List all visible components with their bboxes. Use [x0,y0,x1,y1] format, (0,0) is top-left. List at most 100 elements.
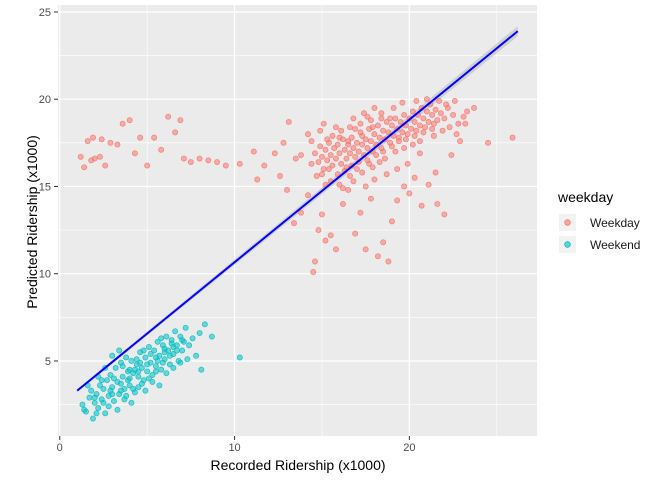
point-weekday [90,134,96,141]
point-weekday [280,139,287,146]
point-weekday [388,143,395,150]
point-weekend [166,352,173,359]
point-weekday [319,153,325,160]
point-weekday [324,136,331,143]
point-weekday [376,134,383,141]
point-weekend [128,358,135,364]
point-weekday [131,150,138,157]
point-weekday [355,148,362,155]
point-weekend [86,394,93,401]
point-weekday [352,153,359,160]
point-weekday [364,113,371,120]
point-weekday [333,124,339,131]
legend-swatch-weekend [564,241,571,248]
point-weekend [137,359,144,366]
point-weekend [93,410,100,417]
point-weekday [401,183,408,190]
point-weekday [277,173,283,179]
point-weekday [448,152,455,159]
point-weekend [116,347,123,354]
grid-lines [58,5,537,436]
point-weekday [322,146,329,153]
point-weekday [439,127,446,134]
point-weekday [371,104,378,111]
legend-label-weekday: Weekday [590,216,640,230]
point-weekday [380,127,387,134]
point-weekday [434,117,441,124]
point-weekend [179,337,186,343]
point-weekday [151,134,158,141]
point-weekday [250,148,257,155]
point-weekday [317,127,324,134]
point-weekday [350,178,357,185]
point-weekday [394,197,401,204]
point-weekend [201,321,208,328]
point-weekend [145,344,152,350]
point-weekday [359,132,366,139]
point-weekday [451,98,458,104]
point-weekday [320,166,327,172]
point-weekend [154,338,161,345]
point-weekday [336,150,343,157]
point-weekday [357,209,364,216]
point-weekend [158,335,165,342]
point-weekend [149,371,156,378]
point-weekend [109,391,116,398]
point-weekday [345,138,352,145]
point-weekday [376,159,383,165]
point-weekday [429,125,436,132]
point-weekday [102,162,109,169]
point-weekday [317,143,324,150]
point-weekend [126,382,133,389]
point-weekday [388,218,395,225]
point-weekday [341,146,348,153]
point-weekday [97,153,103,160]
point-weekday [404,131,411,138]
axis-ticks [54,11,410,440]
point-weekend [107,371,114,378]
point-weekday [91,155,98,162]
point-weekday [436,98,443,104]
point-weekend [95,405,102,412]
point-weekday [397,118,404,125]
point-weekend [79,401,86,408]
point-weekday [340,200,346,207]
point-weekday [180,155,187,162]
legend-title: weekday [557,189,613,205]
point-weekday [392,115,399,122]
point-weekday [284,187,290,193]
point-weekday [343,155,350,162]
point-weekday [444,104,451,111]
point-weekend [236,354,243,361]
point-weekday [327,152,334,159]
point-weekday [404,160,411,167]
point-weekday [422,124,429,131]
point-weekend [117,387,124,394]
point-weekend [159,359,166,366]
point-weekday [425,181,432,188]
point-weekend [112,365,119,371]
point-weekday [205,157,212,164]
point-weekday [285,118,292,125]
point-weekday [271,150,278,157]
point-weekend [140,347,147,354]
point-weekday [388,122,395,129]
point-weekday [196,155,203,162]
point-weekday [430,120,437,127]
point-weekday [84,138,91,145]
point-weekend [144,361,151,368]
point-weekday [312,150,318,157]
point-weekday [347,173,353,179]
point-weekend [152,368,159,375]
point-weekday [126,117,133,124]
point-weekend [130,385,137,392]
fit-line [76,30,519,392]
point-weekday [158,146,165,153]
point-weekday [464,108,471,115]
point-weekend [170,365,177,371]
points-layer [77,96,516,422]
point-weekday [362,183,369,190]
point-weekend [208,333,215,340]
point-weekend [97,382,103,389]
legend-key-weekday: Weekday [559,214,640,231]
